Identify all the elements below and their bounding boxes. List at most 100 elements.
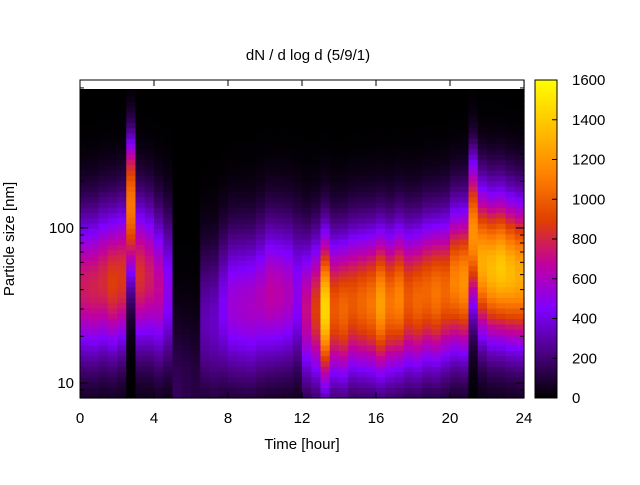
heatmap-cell bbox=[440, 90, 451, 97]
heatmap-cell bbox=[144, 244, 155, 251]
heatmap-cell bbox=[89, 350, 100, 357]
heatmap-cell bbox=[450, 276, 460, 282]
x-tick-label: 12 bbox=[294, 410, 311, 427]
heatmap-cell bbox=[283, 138, 294, 145]
heatmap-cell bbox=[468, 191, 479, 198]
heatmap-cell bbox=[135, 201, 146, 208]
heatmap-cell bbox=[191, 95, 201, 102]
heatmap-cell bbox=[329, 382, 340, 388]
heatmap-cell bbox=[422, 339, 433, 346]
colorbar-tick-label: 800 bbox=[572, 231, 597, 248]
heatmap-cell bbox=[413, 159, 423, 166]
heatmap-cell bbox=[154, 154, 164, 161]
heatmap-cell bbox=[357, 239, 368, 245]
heatmap-cell bbox=[302, 292, 312, 298]
heatmap-cell bbox=[154, 191, 164, 198]
heatmap-cell bbox=[255, 355, 266, 362]
heatmap-cell bbox=[237, 366, 248, 373]
heatmap-cell bbox=[302, 228, 312, 235]
heatmap-cell bbox=[505, 382, 516, 388]
heatmap-cell bbox=[117, 345, 127, 351]
heatmap-cell bbox=[163, 376, 174, 383]
heatmap-cell bbox=[292, 366, 303, 373]
heatmap-cell bbox=[117, 133, 127, 139]
heatmap-cell bbox=[172, 212, 183, 219]
heatmap-cell bbox=[292, 265, 303, 272]
heatmap-cell bbox=[117, 143, 127, 150]
heatmap-cell bbox=[107, 212, 118, 219]
heatmap-cell bbox=[144, 175, 155, 182]
heatmap-cell bbox=[274, 345, 285, 351]
heatmap-cell bbox=[107, 223, 118, 229]
heatmap-cell bbox=[505, 239, 516, 245]
heatmap-cell bbox=[450, 133, 460, 139]
heatmap-cell bbox=[89, 170, 100, 176]
heatmap-cell bbox=[329, 186, 340, 192]
heatmap-cell bbox=[283, 318, 294, 325]
heatmap-cell bbox=[366, 249, 377, 256]
heatmap-cell bbox=[487, 117, 497, 123]
heatmap-cell bbox=[431, 159, 442, 166]
heatmap-cell bbox=[366, 217, 377, 224]
heatmap-cell bbox=[376, 313, 386, 320]
heatmap-cell bbox=[403, 196, 414, 203]
heatmap-cell bbox=[413, 127, 423, 134]
heatmap-cell bbox=[403, 302, 414, 309]
heatmap-cell bbox=[200, 159, 211, 166]
heatmap-cell bbox=[385, 138, 396, 145]
heatmap-cell bbox=[339, 254, 349, 261]
heatmap-cell bbox=[135, 286, 146, 293]
heatmap-cell bbox=[200, 101, 211, 108]
heatmap-cell bbox=[283, 254, 294, 261]
heatmap-cell bbox=[246, 228, 257, 235]
heatmap-cell bbox=[98, 180, 109, 187]
heatmap-cell bbox=[255, 382, 266, 388]
heatmap-cell bbox=[80, 133, 90, 139]
heatmap-cell bbox=[172, 138, 183, 145]
heatmap-cell bbox=[172, 339, 183, 346]
colorbar-tick-label: 600 bbox=[572, 271, 597, 288]
heatmap-cell bbox=[514, 154, 525, 161]
heatmap-cell bbox=[265, 339, 275, 346]
heatmap-cell bbox=[496, 228, 507, 235]
heatmap-cell bbox=[200, 270, 211, 277]
heatmap-cell bbox=[283, 223, 294, 229]
heatmap-cell bbox=[477, 148, 488, 155]
heatmap-cell bbox=[283, 148, 294, 155]
heatmap-cell bbox=[450, 122, 460, 129]
heatmap-cell bbox=[246, 355, 257, 362]
heatmap-cell bbox=[80, 244, 90, 251]
heatmap-cell bbox=[283, 360, 294, 367]
heatmap-cell bbox=[329, 111, 340, 118]
heatmap-cell bbox=[144, 345, 155, 351]
heatmap-cell bbox=[385, 127, 396, 134]
heatmap-cell bbox=[265, 286, 275, 293]
heatmap-cell bbox=[98, 106, 109, 113]
heatmap-cell bbox=[505, 265, 516, 272]
heatmap-cell bbox=[135, 239, 146, 245]
heatmap-cell bbox=[468, 212, 479, 219]
heatmap-cell bbox=[376, 254, 386, 261]
heatmap-cell bbox=[413, 249, 423, 256]
heatmap-cell bbox=[292, 196, 303, 203]
heatmap-cell bbox=[477, 265, 488, 272]
heatmap-cell bbox=[431, 217, 442, 224]
heatmap-cell bbox=[80, 138, 90, 145]
heatmap-cell bbox=[126, 207, 137, 214]
heatmap-cell bbox=[107, 302, 118, 309]
heatmap-cell bbox=[107, 111, 118, 118]
heatmap-cell bbox=[144, 339, 155, 346]
heatmap-cell bbox=[265, 270, 275, 277]
heatmap-cell bbox=[450, 292, 460, 298]
heatmap-cell bbox=[107, 297, 118, 304]
heatmap-cell bbox=[505, 392, 516, 399]
heatmap-cell bbox=[107, 260, 118, 267]
heatmap-cell bbox=[394, 212, 405, 219]
heatmap-cell bbox=[477, 339, 488, 346]
heatmap-cell bbox=[89, 260, 100, 267]
heatmap-cell bbox=[98, 117, 109, 123]
heatmap-cell bbox=[366, 175, 377, 182]
heatmap-cell bbox=[107, 355, 118, 362]
heatmap-cell bbox=[274, 323, 285, 330]
heatmap-cell bbox=[163, 90, 174, 97]
